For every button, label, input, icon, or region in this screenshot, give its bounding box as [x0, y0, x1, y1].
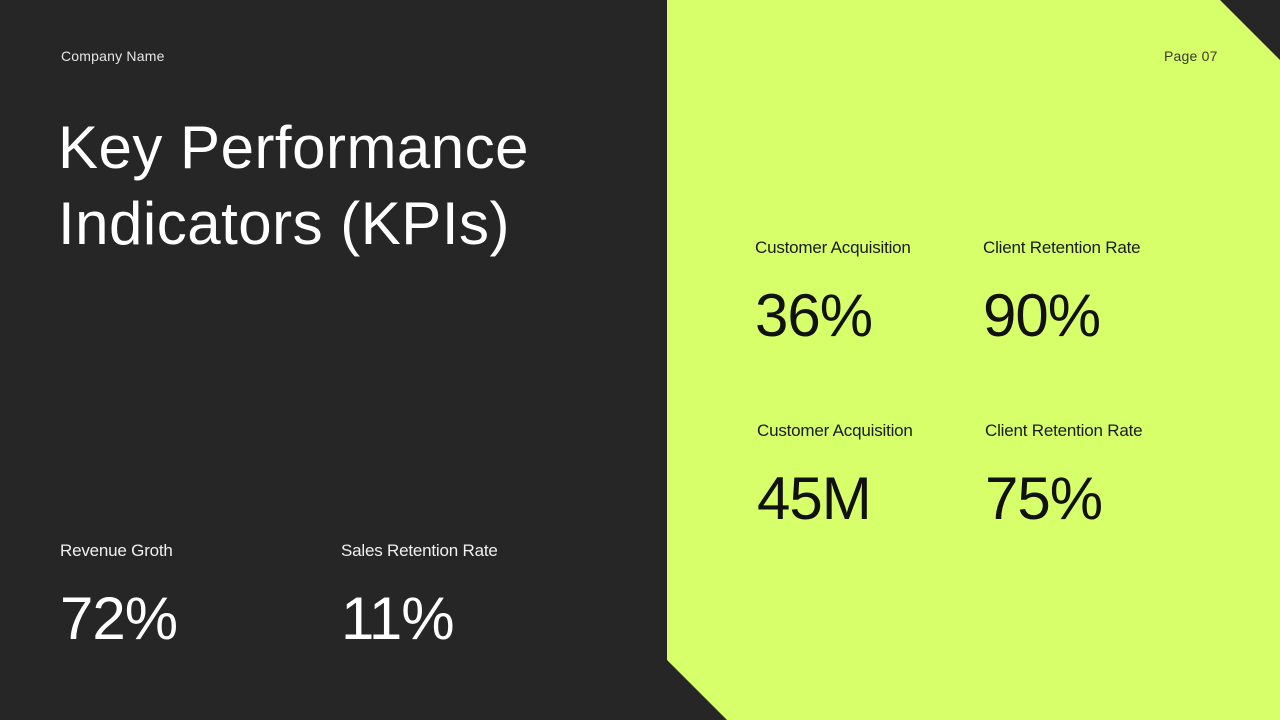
kpi-value: 11%: [341, 585, 455, 652]
title-line-2: Indicators (KPIs): [58, 190, 510, 257]
kpi-label: Customer Acquisition: [757, 421, 913, 440]
kpi-sales-retention-rate: Sales Retention Rate 11%: [341, 541, 498, 649]
kpi-revenue-growth: Revenue Groth 72%: [60, 541, 178, 652]
kpi-label: Customer Acquisition: [755, 238, 911, 257]
kpi-label: Client Retention Rate: [983, 238, 1141, 257]
page-number: Page 07: [1164, 48, 1218, 64]
kpi-value: 72%: [60, 585, 178, 652]
kpi-label: Sales Retention Rate: [341, 541, 498, 560]
title-line-1: Key Performance: [58, 114, 530, 181]
page-title: Key Performance Indicators (KPIs): [58, 110, 529, 262]
kpi-value: 90%: [983, 282, 1101, 349]
kpi-customer-acquisition-2: Customer Acquisition 45M: [757, 421, 913, 529]
kpi-customer-acquisition-1: Customer Acquisition 36%: [755, 238, 911, 346]
kpi-client-retention-rate-1: Client Retention Rate 90%: [983, 238, 1141, 349]
kpi-value: 75%: [985, 465, 1103, 532]
company-name: Company Name: [61, 48, 165, 64]
kpi-label: Revenue Groth: [60, 541, 173, 560]
accent-panel: [667, 0, 1280, 720]
kpi-client-retention-rate-2: Client Retention Rate 75%: [985, 421, 1143, 532]
kpi-label: Client Retention Rate: [985, 421, 1143, 440]
kpi-value: 45M: [757, 465, 872, 532]
kpi-value: 36%: [755, 282, 873, 349]
